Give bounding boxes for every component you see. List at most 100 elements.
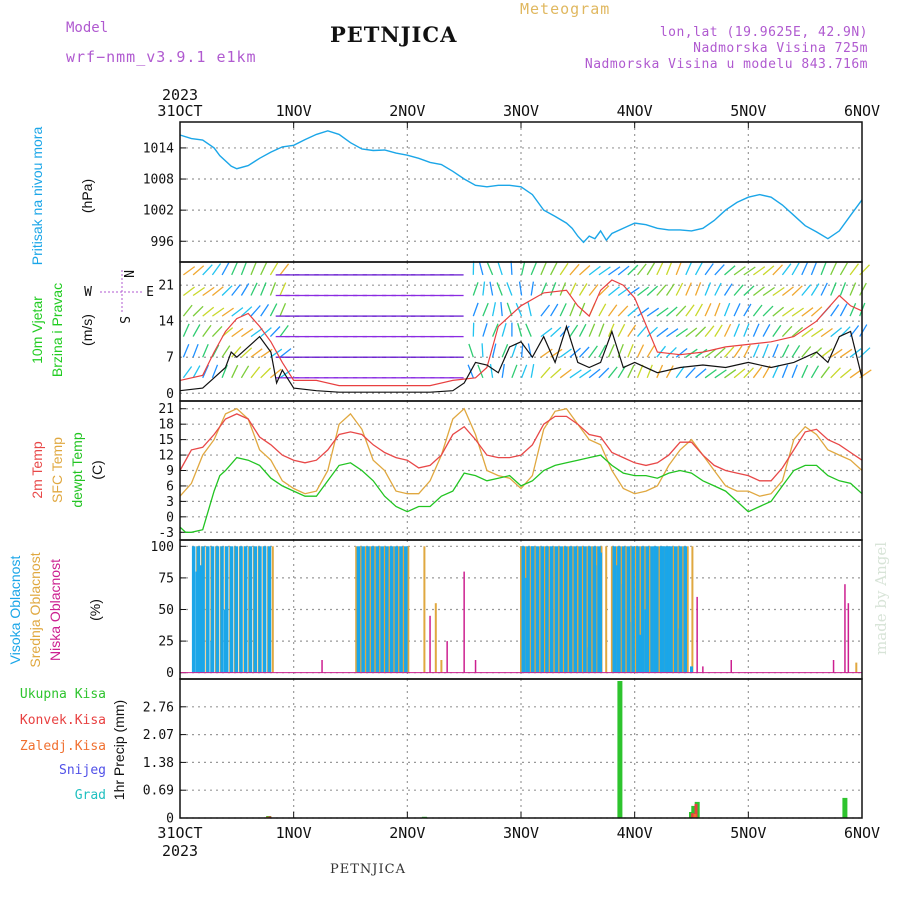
wind-arrow (211, 364, 219, 379)
high-cloud-bar (674, 546, 678, 673)
high-cloud-bar (587, 647, 591, 673)
wind-arrow (646, 364, 653, 379)
wind-arrow (685, 327, 698, 338)
high-cloud-bar (248, 546, 253, 673)
pressure-axis-label: Pritisak na nivou mora (29, 127, 45, 266)
high-cloud-bar (224, 609, 227, 673)
bottom-date-label: 2NOV (389, 824, 425, 842)
low-cloud-bar (474, 660, 477, 673)
wind-arrow (569, 369, 582, 379)
wind-arrow (781, 364, 789, 379)
wind-arrow (598, 303, 607, 317)
wind-arrow (723, 283, 733, 296)
wind-arrow (202, 364, 209, 379)
high-cloud-bar (599, 552, 603, 673)
wind-arrow (772, 344, 779, 358)
wind-arrow (202, 264, 213, 276)
low-cloud-bar (844, 584, 846, 673)
wind-arrow (569, 324, 579, 337)
mid-cloud-bar (393, 546, 396, 673)
wind-arrow (559, 262, 569, 276)
wind-arrow (762, 305, 774, 317)
wind-arrow (820, 261, 827, 276)
high-cloud-bar (587, 546, 592, 673)
high-cloud-bar (616, 565, 620, 673)
high-cloud-bar (234, 546, 238, 673)
wind-arrow (550, 368, 562, 379)
wind-arrow (810, 306, 823, 317)
wind-arrow (279, 282, 287, 296)
wind-arrow (656, 261, 664, 276)
high-cloud-bar (244, 546, 248, 673)
mid-cloud-bar (629, 546, 632, 673)
high-cloud-bar (191, 546, 196, 673)
mid-cloud-bar (407, 546, 410, 673)
low-cloud-bar (847, 603, 850, 673)
high-cloud-bar (404, 546, 408, 673)
wind-arrow (241, 328, 254, 338)
low-cloud-bar (429, 615, 431, 673)
bottom-date-label: 5NOV (730, 824, 766, 842)
wind-arrow (540, 304, 551, 317)
wind-arrow (569, 282, 577, 296)
wind-arrow (772, 364, 780, 379)
wind-arrow (250, 327, 263, 338)
wind-arrow (637, 286, 650, 297)
wind-arrow (240, 283, 250, 296)
wind-arrow (656, 364, 664, 379)
wind-arrow (520, 343, 524, 358)
sfc-temp-axis-label: SFC Temp (49, 437, 65, 503)
wind-arrow (637, 325, 648, 338)
wind-arrow (675, 305, 687, 317)
wind-arrow (269, 303, 278, 317)
mid-cloud-bar (648, 546, 651, 673)
top-date-label: 1NOV (276, 102, 312, 120)
wind-arrow (656, 345, 667, 358)
wind-arrow (752, 344, 760, 358)
wind-arrow (675, 282, 684, 296)
conv-precip-bar (691, 813, 695, 818)
y-tick-label: 25 (158, 635, 174, 650)
wind-arrow (646, 307, 660, 317)
wind-arrow (501, 323, 507, 337)
wind-arrow (608, 286, 620, 297)
high-cloud-bar (521, 546, 525, 673)
high-cloud-bar (644, 609, 648, 673)
wind-arrow (666, 346, 677, 358)
high-cloud-bar (375, 546, 380, 673)
wind-arrow (192, 324, 201, 337)
mid-cloud-bar (610, 546, 613, 673)
mid-cloud-bar (402, 546, 405, 673)
wind-arrow (791, 262, 800, 276)
wind-arrow (666, 328, 679, 338)
panel-frame (179, 261, 863, 402)
mid-cloud-bar (434, 603, 437, 673)
high-cloud-bar (636, 546, 640, 673)
y-tick-label: 0 (166, 812, 174, 827)
wind-arrow (202, 344, 209, 358)
high-cloud-bar (258, 546, 262, 673)
wind-arrow (646, 262, 656, 276)
mid-cloud-bar (383, 546, 386, 673)
high-cloud-bar (593, 565, 597, 673)
y-tick-label: 0 (166, 666, 174, 681)
wind-arrow (559, 348, 572, 358)
high-cloud-bar (366, 546, 370, 673)
wind-arrow (849, 263, 860, 276)
wind-arrow (733, 345, 743, 358)
wind-arrow (617, 323, 626, 337)
wind-arrow (549, 282, 557, 296)
precip-legend-item: Zaledj.Kisa (20, 739, 106, 754)
wind-arrow (211, 263, 222, 276)
low-cloud-bar (832, 660, 835, 673)
wind-arrow (859, 264, 870, 276)
high-cloud-bar (545, 546, 549, 673)
wind-arrow (598, 344, 607, 358)
high-cloud-bar (525, 577, 529, 673)
low-cloud-bar (696, 596, 698, 673)
model-version: wrf−nmm_v3.9.1 e1km (66, 48, 257, 66)
y-tick-label: 9 (166, 464, 174, 479)
wind-arrow (695, 368, 707, 379)
wind-arrow (782, 286, 794, 297)
mid-cloud-bar (369, 546, 372, 673)
